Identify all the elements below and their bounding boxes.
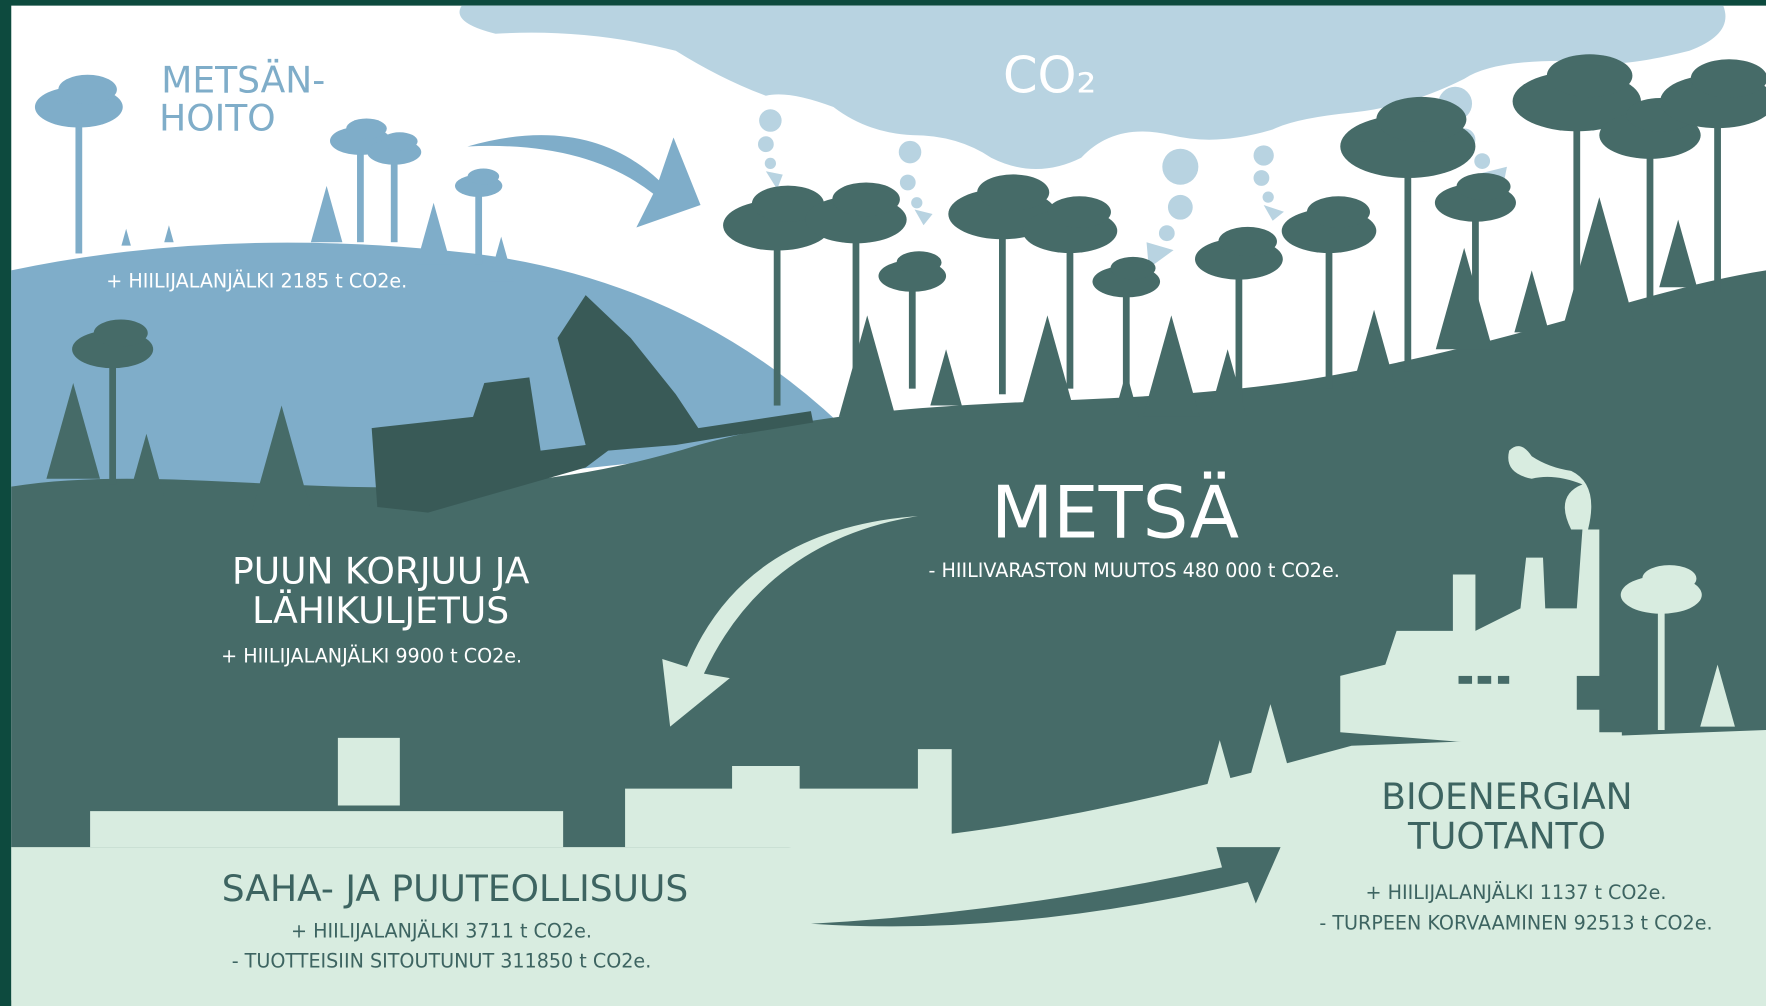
section-text: + HIILIJALANJÄLKI 1137 t CO2e.	[1365, 881, 1666, 904]
section-title: TUOTANTO	[1407, 816, 1606, 857]
tree	[1642, 565, 1696, 592]
tree	[75, 107, 82, 253]
section-text: + HIILIJALANJÄLKI 3711 t CO2e.	[291, 919, 592, 942]
section-text: + HIILIJALANJÄLKI 9900 t CO2e.	[221, 644, 522, 667]
tree	[382, 132, 418, 150]
tree	[832, 182, 900, 216]
tree	[58, 75, 117, 104]
section-title: METSÄN-	[161, 59, 325, 101]
tree	[1326, 231, 1333, 389]
page: CO₂ METSÄN- HOITO + HIILIJALANJÄLKI 2185…	[0, 0, 1766, 1006]
section-text: - HIILIVARASTON MUUTOS 480 000 t CO2e.	[929, 559, 1340, 582]
section-title: LÄHIKULJETUS	[252, 590, 509, 632]
tree	[1048, 196, 1111, 228]
co2-label: CO₂	[1003, 46, 1096, 104]
tree	[94, 319, 148, 346]
tree	[1647, 135, 1654, 304]
tree	[999, 214, 1006, 394]
section-text: - TURPEEN KORVAAMINEN 92513 t CO2e.	[1319, 911, 1712, 934]
tree	[774, 225, 781, 405]
tree	[1404, 146, 1411, 371]
tree	[897, 251, 942, 274]
section-title: BIOENERGIAN	[1381, 777, 1632, 818]
tree	[1456, 173, 1510, 200]
tree	[977, 174, 1049, 210]
tree	[357, 141, 364, 242]
section-title: METSÄ	[991, 469, 1239, 555]
tree	[109, 349, 116, 484]
infographic: CO₂ METSÄN- HOITO + HIILIJALANJÄLKI 2185…	[0, 0, 1766, 1006]
section-text: - TUOTTEISIIN SITOUTUNUT 311850 t CO2e.	[232, 950, 652, 973]
tree	[1307, 196, 1370, 228]
tree	[1714, 101, 1721, 293]
tree	[468, 169, 500, 185]
tree	[1547, 54, 1633, 97]
tree	[475, 186, 482, 265]
tree	[1067, 231, 1074, 389]
section-title: PUUN KORJUU JA	[232, 552, 530, 593]
tree	[1376, 97, 1466, 142]
section-title: HOITO	[159, 99, 275, 140]
tree	[909, 276, 916, 389]
tree	[1111, 257, 1156, 280]
tree	[1658, 595, 1665, 730]
tree	[346, 119, 387, 139]
tree	[391, 152, 398, 242]
tree	[1218, 227, 1277, 256]
section-title: SAHA- JA PUUTEOLLISUUS	[222, 869, 689, 910]
section-text: + HIILIJALANJÄLKI 2185 t CO2e.	[106, 269, 407, 292]
tree	[1691, 59, 1766, 97]
